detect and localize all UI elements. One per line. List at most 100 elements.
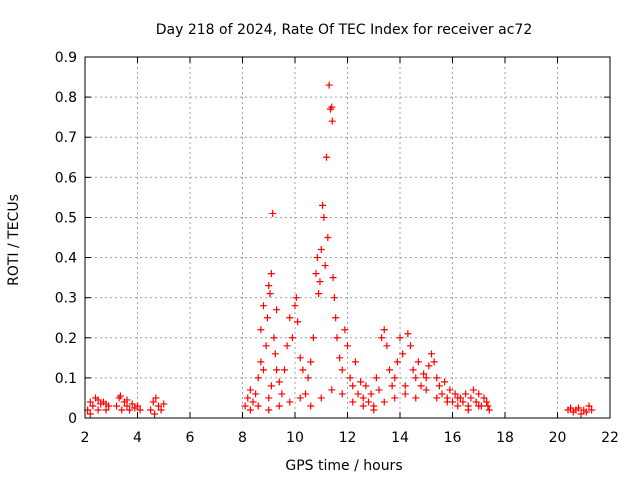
y-axis-label: ROTI / TECUs bbox=[6, 194, 22, 286]
data-point bbox=[86, 398, 94, 406]
data-point bbox=[388, 382, 396, 390]
data-point bbox=[321, 262, 329, 270]
data-point bbox=[155, 402, 162, 410]
data-point bbox=[249, 398, 257, 406]
data-point bbox=[265, 282, 273, 290]
data-point bbox=[316, 278, 324, 286]
data-point bbox=[346, 374, 354, 382]
data-point bbox=[260, 366, 267, 374]
data-point bbox=[484, 402, 492, 410]
data-point bbox=[323, 153, 330, 161]
data-point bbox=[341, 326, 349, 334]
data-point bbox=[273, 366, 281, 374]
data-point bbox=[401, 382, 409, 390]
data-point bbox=[94, 396, 102, 404]
data-point bbox=[412, 374, 420, 382]
data-point bbox=[286, 314, 294, 322]
data-point bbox=[338, 390, 346, 398]
chart-title: Day 218 of 2024, Rate Of TEC Index for r… bbox=[156, 22, 532, 38]
data-point bbox=[136, 406, 144, 414]
data-point bbox=[380, 398, 388, 406]
data-point bbox=[475, 402, 483, 410]
data-point bbox=[422, 374, 430, 382]
data-point bbox=[325, 81, 333, 89]
data-point bbox=[275, 402, 283, 410]
x-tick-label: 4 bbox=[133, 430, 142, 446]
x-axis-label: GPS time / hours bbox=[285, 458, 402, 474]
data-point bbox=[409, 366, 417, 374]
data-point bbox=[118, 406, 126, 414]
data-point bbox=[386, 366, 393, 374]
data-point bbox=[425, 362, 433, 370]
data-point bbox=[372, 374, 380, 382]
data-point bbox=[362, 382, 370, 390]
data-point bbox=[333, 334, 341, 342]
data-point bbox=[414, 358, 422, 366]
data-point bbox=[291, 302, 299, 310]
data-point bbox=[351, 358, 359, 366]
data-point bbox=[267, 270, 275, 278]
data-point bbox=[102, 406, 110, 414]
data-point bbox=[380, 326, 388, 334]
data-point bbox=[451, 390, 459, 398]
data-point bbox=[102, 400, 110, 408]
data-point bbox=[320, 213, 328, 221]
data-point bbox=[454, 402, 462, 410]
data-point bbox=[357, 378, 365, 386]
data-point bbox=[330, 294, 338, 302]
y-tick-label: 0.9 bbox=[55, 50, 77, 66]
data-point bbox=[433, 374, 441, 382]
data-point bbox=[123, 396, 131, 404]
data-point bbox=[292, 294, 300, 302]
data-point bbox=[470, 386, 477, 394]
data-point bbox=[134, 402, 141, 410]
data-point bbox=[273, 306, 281, 314]
data-point bbox=[149, 398, 157, 406]
data-point bbox=[271, 350, 279, 358]
x-tick-label: 12 bbox=[339, 430, 357, 446]
data-point bbox=[328, 117, 336, 125]
data-point bbox=[241, 402, 249, 410]
data-point bbox=[296, 394, 304, 402]
y-tick-label: 0.1 bbox=[55, 371, 77, 387]
data-point bbox=[299, 366, 307, 374]
data-point bbox=[332, 314, 340, 322]
x-tick-label: 6 bbox=[186, 430, 195, 446]
data-point bbox=[152, 394, 160, 402]
data-point bbox=[472, 398, 480, 406]
data-point bbox=[307, 358, 315, 366]
data-point bbox=[391, 374, 399, 382]
x-tick-label: 8 bbox=[238, 430, 247, 446]
data-point bbox=[407, 342, 414, 350]
data-point bbox=[260, 302, 267, 310]
y-tick-label: 0.6 bbox=[55, 170, 77, 186]
x-tick-label: 20 bbox=[549, 430, 567, 446]
data-point bbox=[420, 370, 428, 378]
x-tick-label: 18 bbox=[496, 430, 514, 446]
data-point bbox=[275, 378, 283, 386]
data-point bbox=[338, 366, 346, 374]
data-point bbox=[257, 326, 265, 334]
data-point bbox=[265, 394, 273, 402]
data-point bbox=[269, 209, 277, 217]
data-point bbox=[354, 390, 362, 398]
data-point bbox=[278, 390, 286, 398]
data-point bbox=[86, 410, 94, 418]
data-point bbox=[263, 314, 271, 322]
data-point bbox=[324, 234, 332, 241]
plot-frame bbox=[84, 56, 611, 419]
y-tick-label: 0.3 bbox=[55, 291, 77, 307]
data-point bbox=[336, 354, 344, 362]
data-point bbox=[254, 402, 262, 410]
data-point bbox=[378, 334, 386, 342]
data-point bbox=[383, 342, 391, 350]
grid-lines bbox=[85, 57, 610, 418]
data-point bbox=[359, 402, 367, 410]
data-point bbox=[396, 334, 404, 342]
data-point bbox=[435, 382, 443, 390]
y-tick-label: 0 bbox=[68, 411, 77, 427]
data-point bbox=[319, 201, 327, 209]
data-point bbox=[485, 406, 493, 414]
data-point bbox=[588, 406, 596, 414]
